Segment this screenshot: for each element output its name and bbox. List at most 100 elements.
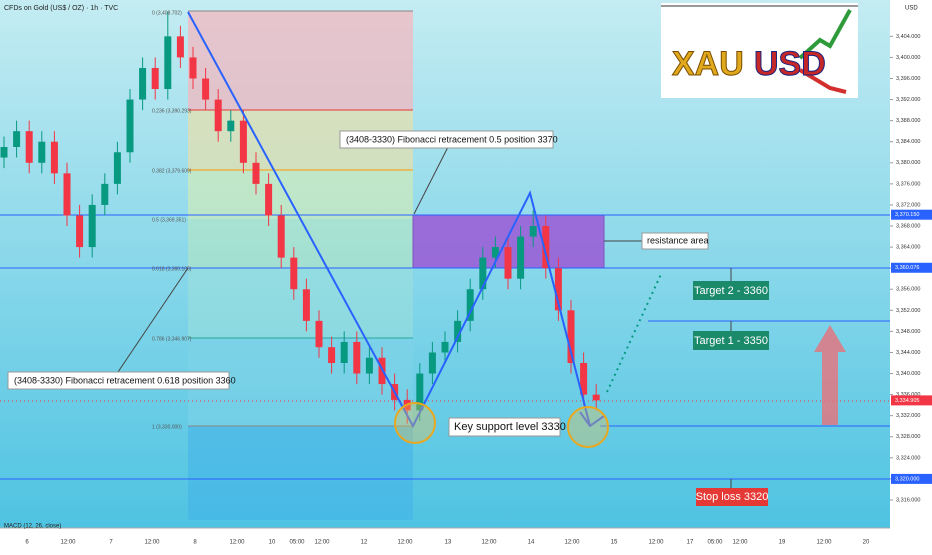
y-tick-label: 3,328.000	[896, 434, 920, 440]
y-tick-label: 3,336.000	[896, 392, 920, 398]
fib-label: 0.236 (3,390.293)	[152, 108, 192, 114]
fib-label: 1 (3,330.000)	[152, 424, 182, 430]
x-tick-label: 12	[361, 540, 368, 546]
candle-body	[302, 289, 310, 321]
x-tick-label: 8	[193, 540, 197, 546]
y-tick-label: 3,372.000	[896, 202, 920, 208]
y-tick-label: 3,324.000	[896, 455, 920, 461]
callout	[339, 130, 554, 149]
candle-body	[252, 162, 260, 184]
fib-lines	[188, 10, 413, 427]
x-tick-label: 14	[528, 540, 535, 546]
candle-body	[554, 268, 562, 311]
connector	[413, 146, 449, 215]
stop-box	[696, 488, 768, 506]
y-tick-label: 3,340.000	[896, 371, 920, 377]
candle-body	[76, 215, 84, 248]
header: CFDs on Gold (US$ / OZ) · 1h · TVC	[4, 5, 118, 12]
y-tick-label: 3,332.000	[896, 413, 920, 419]
stop-text: Stop loss 3320	[696, 491, 769, 503]
candle-body	[365, 357, 373, 374]
y-tick-label: 3,368.000	[896, 223, 920, 229]
x-tick-label: 12:00	[144, 540, 160, 546]
candle-body	[101, 183, 109, 205]
candle-body	[428, 352, 436, 374]
price-tag	[891, 209, 932, 220]
up-arrow	[814, 325, 846, 425]
candle-body	[151, 67, 159, 90]
y-tick-label: 3,404.000	[896, 34, 920, 40]
zigzag	[187, 11, 591, 429]
logo	[661, 3, 858, 98]
fib-label: 0.5 (3,369.351)	[152, 217, 186, 223]
x-tick-label: 12:00	[648, 540, 664, 546]
candle-body	[113, 152, 121, 184]
fib-label: 0 (3,408.702)	[152, 10, 182, 16]
x-tick-label: 15	[611, 540, 618, 546]
fib-zone	[188, 426, 413, 520]
candle-body	[25, 131, 33, 163]
callout	[7, 371, 230, 390]
candle-body	[227, 120, 235, 132]
candle-body	[328, 347, 336, 363]
y-tick-label: 3,384.000	[896, 139, 920, 145]
x-tick-label: 12:00	[60, 540, 76, 546]
y-tick-label: 3,380.000	[896, 160, 920, 166]
candle-body	[214, 99, 222, 132]
candle-body	[63, 173, 71, 216]
candle-body	[176, 36, 184, 58]
callout	[641, 232, 709, 250]
fib-zone	[188, 219, 413, 268]
candle-body	[88, 204, 96, 248]
connector	[117, 267, 189, 373]
axis-unit: USD	[905, 6, 918, 12]
logo-text: USD	[754, 45, 826, 83]
x-tick-label: 12:00	[397, 540, 413, 546]
y-tick-label: 3,316.000	[896, 497, 920, 503]
x-tick-label: 17	[687, 540, 694, 546]
callout-text: (3408-3330) Fibonacci retracement 0.5 po…	[346, 134, 558, 144]
x-tick-label: 12:00	[314, 540, 330, 546]
y-tick-label: 3,400.000	[896, 55, 920, 61]
target-box	[693, 281, 769, 300]
candle-body	[0, 146, 8, 158]
candle-body	[340, 341, 348, 363]
price-tag-label: 3,334.905	[895, 398, 919, 404]
callout-text: resistance area	[647, 235, 709, 245]
y-tick-label: 3,364.000	[896, 245, 920, 251]
x-tick-label: 12:00	[816, 540, 832, 546]
price-tag-label: 3,320.000	[895, 476, 919, 482]
x-tick-label: 7	[109, 540, 113, 546]
candle-body	[441, 341, 449, 353]
x-tick-label: 12:00	[732, 540, 748, 546]
candle-body	[139, 67, 147, 100]
fib-zone	[188, 268, 413, 338]
level-lines	[0, 214, 890, 480]
price-axis-bg	[890, 0, 932, 550]
x-tick-label: 05:00	[289, 540, 305, 546]
price-tag-label: 3,370.150	[895, 212, 919, 218]
candle-body	[277, 215, 285, 258]
candle-body	[529, 226, 537, 237]
callout-text: Key support level 3330	[454, 421, 566, 433]
x-tick-label: 6	[25, 540, 29, 546]
logo-arrow	[798, 9, 852, 60]
price-tag	[891, 473, 932, 484]
candle-body	[580, 362, 588, 395]
indicator-label: MACD (12, 26, close)	[4, 524, 61, 530]
logo-arrow	[798, 68, 847, 94]
x-tick-label: 10	[269, 540, 276, 546]
fib-zone	[188, 170, 413, 219]
candle-body	[38, 141, 46, 163]
y-tick-label: 3,348.000	[896, 329, 920, 335]
candle-body	[202, 78, 210, 100]
candle-body	[353, 341, 361, 374]
fib-label: 0.618 (3,360.105)	[152, 266, 192, 272]
x-tick-label: 12:00	[481, 540, 497, 546]
x-tick-label: 20	[863, 540, 870, 546]
x-tick-label: 12:00	[564, 540, 580, 546]
candle-body	[315, 320, 323, 348]
candle-body	[504, 247, 512, 279]
candle-body	[479, 257, 487, 290]
